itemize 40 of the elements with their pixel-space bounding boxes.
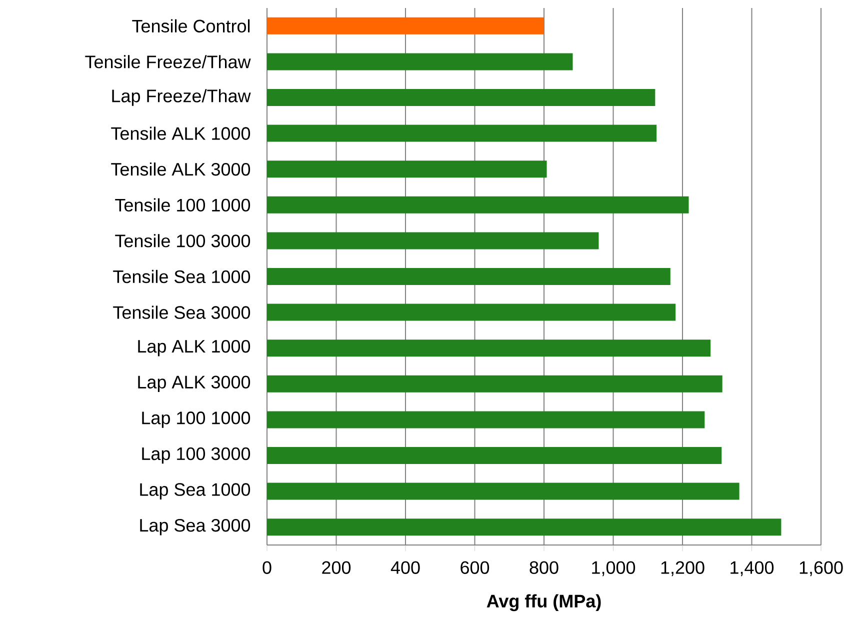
bar [267, 160, 547, 178]
y-tick-label: Lap 100 1000 [142, 412, 250, 428]
y-tick-label: Lap ALK 1000 [138, 340, 250, 356]
y-tick-label: Tensile Control [132, 19, 250, 33]
x-tick-label: 1,200 [661, 561, 704, 576]
bar [267, 375, 722, 392]
y-tick-label: Lap ALK 3000 [138, 376, 250, 392]
bar [267, 304, 676, 321]
x-tick-label: 1,400 [730, 561, 774, 576]
bar [267, 196, 689, 214]
x-tick-label: 0 [262, 561, 272, 574]
y-tick-label: Tensile ALK 1000 [111, 126, 250, 140]
bar [267, 411, 705, 428]
bar [267, 89, 656, 106]
x-tick-label: 200 [322, 561, 351, 574]
bar [267, 482, 740, 500]
x-tick-label: 400 [390, 561, 420, 574]
bar [267, 340, 711, 357]
y-tick-label: Lap 100 3000 [142, 447, 250, 464]
y-tick-label: Lap Sea 3000 [140, 518, 250, 536]
y-tick-label: Tensile Sea 3000 [113, 306, 250, 319]
bar [267, 17, 544, 34]
x-axis-title: Avg ffu (MPa) [486, 594, 601, 612]
x-tick-label: 600 [460, 561, 490, 574]
bar [267, 232, 599, 250]
y-tick-label: Tensile 100 1000 [115, 198, 250, 212]
y-tick-label: Lap Freeze/Thaw [112, 89, 251, 106]
bar [267, 447, 722, 464]
x-tick-label: 1,600 [800, 561, 843, 576]
y-tick-label: Tensile Freeze/Thaw [85, 55, 251, 68]
x-tick-label: 800 [530, 561, 558, 574]
bar [267, 268, 670, 286]
x-tick-label: 1,000 [592, 561, 636, 576]
y-tick-label: Lap Sea 1000 [140, 483, 250, 500]
y-tick-label: Tensile Sea 1000 [113, 270, 250, 284]
y-tick-label: Tensile ALK 3000 [111, 162, 250, 176]
bar [267, 53, 573, 70]
bar [267, 518, 782, 536]
y-tick-label: Tensile 100 3000 [115, 234, 250, 248]
bar [267, 124, 657, 142]
